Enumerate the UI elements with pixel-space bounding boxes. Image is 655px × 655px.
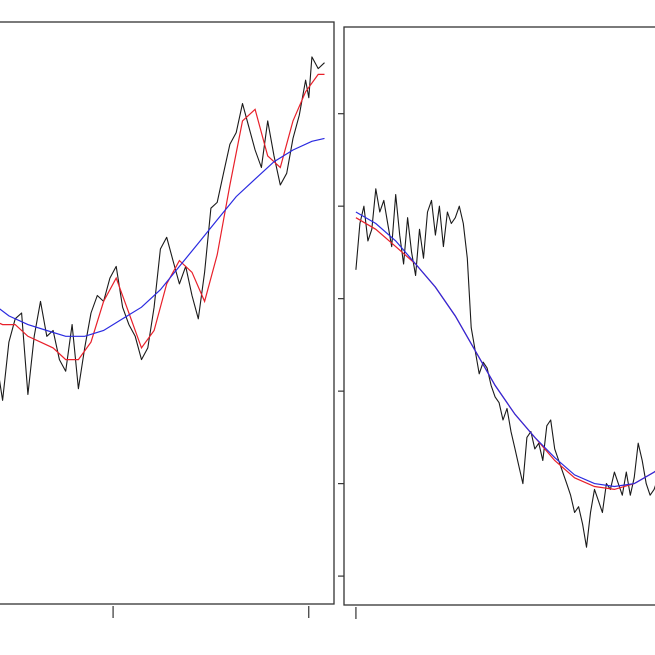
series-line-trend-fit [0, 137, 325, 337]
plot-frame [343, 26, 655, 606]
series-line-raw [0, 56, 325, 401]
series-line-trend-fit [355, 211, 655, 488]
chart-panel-left [0, 21, 335, 618]
series-group [355, 188, 655, 548]
plot-frame [0, 21, 335, 605]
chart-panel-right [338, 26, 655, 619]
series-group [0, 56, 325, 401]
